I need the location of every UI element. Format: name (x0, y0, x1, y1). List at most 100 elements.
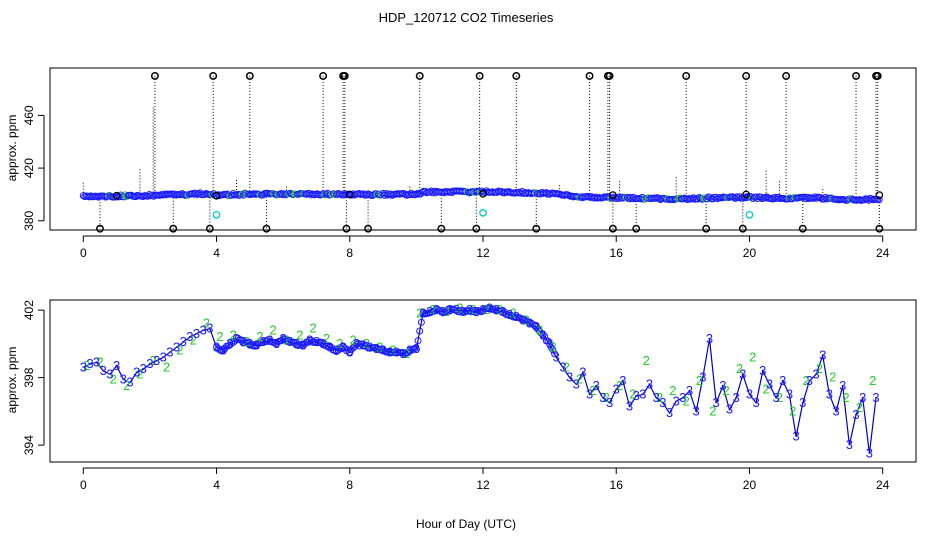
series-2-marker: 2 (456, 300, 463, 315)
series-3-marker: 3 (832, 403, 839, 418)
series-2-marker: 2 (629, 387, 636, 402)
series-3-marker: 3 (579, 365, 586, 380)
high-outlier-point (150, 71, 159, 80)
y-axis: 394 398 402 (22, 300, 45, 455)
series-3-markers (213, 304, 559, 358)
series-3-circle (546, 340, 554, 348)
series-2-marker: 2 (509, 306, 516, 321)
plot-frame (49, 67, 917, 231)
series-2-marker: 2 (816, 361, 823, 376)
series-3-circle (414, 337, 422, 345)
cyan-point (745, 211, 754, 219)
series-3-circle (271, 338, 279, 346)
series-3-marker: 3 (120, 371, 127, 386)
series-3-marker: 3 (852, 407, 859, 422)
series-3-circle (491, 306, 499, 314)
series-2-marker: 2 (376, 339, 383, 354)
series-3-marker: 3 (872, 390, 879, 405)
series-2-marker: 2 (603, 390, 610, 405)
y-tick-label: 398 (22, 367, 36, 387)
series-3-circle (357, 340, 365, 348)
series-3-marker: 3 (553, 349, 560, 364)
outlier-drop-lines (82, 75, 880, 229)
series-3-marker: 3 (206, 321, 213, 336)
series-3-marker: 3 (373, 341, 380, 356)
series-2-marker: 2 (723, 383, 730, 398)
series-2-marker: 2 (736, 361, 743, 376)
x-tick-label: 0 (80, 478, 87, 492)
x-tick-label: 16 (610, 246, 624, 260)
series-3-marker: 3 (326, 339, 333, 354)
series-3-marker: 3 (733, 390, 740, 405)
series-3-marker: 3 (173, 339, 180, 354)
series-3-circle (541, 332, 549, 340)
x-tick-label: 4 (213, 478, 220, 492)
series-2-marker: 2 (243, 334, 250, 349)
series-3-marker: 3 (806, 373, 813, 388)
high-outlier-point (742, 71, 751, 80)
x-tick-label: 12 (476, 246, 490, 260)
series-3-circle (416, 327, 424, 335)
x-tick-label: 16 (610, 478, 624, 492)
series-2-marker: 2 (216, 329, 223, 344)
top-y-axis-label: approx. ppm (5, 115, 19, 182)
series-3-marker: 3 (260, 334, 267, 349)
series-2-marker: 2 (336, 336, 343, 351)
series-2-marker: 2 (469, 302, 476, 317)
series-3-marker: 3 (413, 341, 420, 356)
series-3-marker: 3 (573, 376, 580, 391)
series-3-marker: 3 (499, 304, 506, 319)
series-3-marker: 3 (766, 376, 773, 391)
series-3-marker: 3 (479, 302, 486, 317)
low-outlier-point (205, 224, 214, 233)
chart-title: HDP_120712 CO2 Timeseries (379, 10, 554, 25)
series-3-circle (296, 341, 304, 349)
series-3-circle (466, 306, 474, 314)
series-3-marker: 3 (113, 358, 120, 373)
series-3-marker: 3 (513, 309, 520, 324)
cyan-point (479, 209, 487, 217)
series-3-marker: 3 (399, 346, 406, 361)
series-2-marker: 2 (363, 336, 370, 351)
top-panel: 0 4 8 12 16 20 24 380 420 460 (22, 67, 917, 260)
series-3-marker: 3 (186, 329, 193, 344)
series-3-circle (439, 309, 447, 317)
low-outlier-point (342, 224, 351, 233)
series-2-marker: 2 (683, 393, 690, 408)
series-2-marker: 2 (443, 304, 450, 319)
series-2-marker: 2 (176, 343, 183, 358)
baseline-point (698, 195, 706, 203)
series-3-marker: 3 (366, 339, 373, 354)
series-3-marker: 3 (526, 316, 533, 331)
series-3-circle (409, 345, 417, 353)
high-outlier-point (682, 71, 691, 80)
x-tick-label: 8 (346, 478, 353, 492)
series-3-marker: 3 (419, 306, 426, 321)
low-outlier-point (472, 224, 481, 233)
series-2-marker: 2 (416, 306, 423, 321)
plot-frame (49, 299, 917, 463)
series-3-circle (374, 345, 382, 353)
series-3-marker: 3 (559, 360, 566, 375)
series-3-marker: 3 (233, 331, 240, 346)
series-3-circle (446, 307, 454, 315)
series-2-marker: 2 (762, 381, 769, 396)
series-3-marker: 3 (339, 339, 346, 354)
mid-outlier-point (112, 191, 121, 200)
series-3-marker: 3 (546, 336, 553, 351)
series-2-marker: 2 (802, 373, 809, 388)
series-3-circle (551, 350, 559, 358)
low-outlier-point (262, 224, 271, 233)
series-3-marker: 3 (792, 429, 799, 444)
series-3-marker: 3 (266, 333, 273, 348)
low-outlier-point (364, 224, 373, 233)
series-3-circle (471, 308, 479, 316)
series-3-marker: 3 (812, 366, 819, 381)
series-3-marker: 3 (746, 387, 753, 402)
series-3-marker: 3 (426, 304, 433, 319)
series-2-marker: 2 (549, 339, 556, 354)
series-3-marker: 3 (686, 383, 693, 398)
series-2-marker: 2 (83, 358, 90, 373)
series-3-marker: 3 (253, 338, 260, 353)
